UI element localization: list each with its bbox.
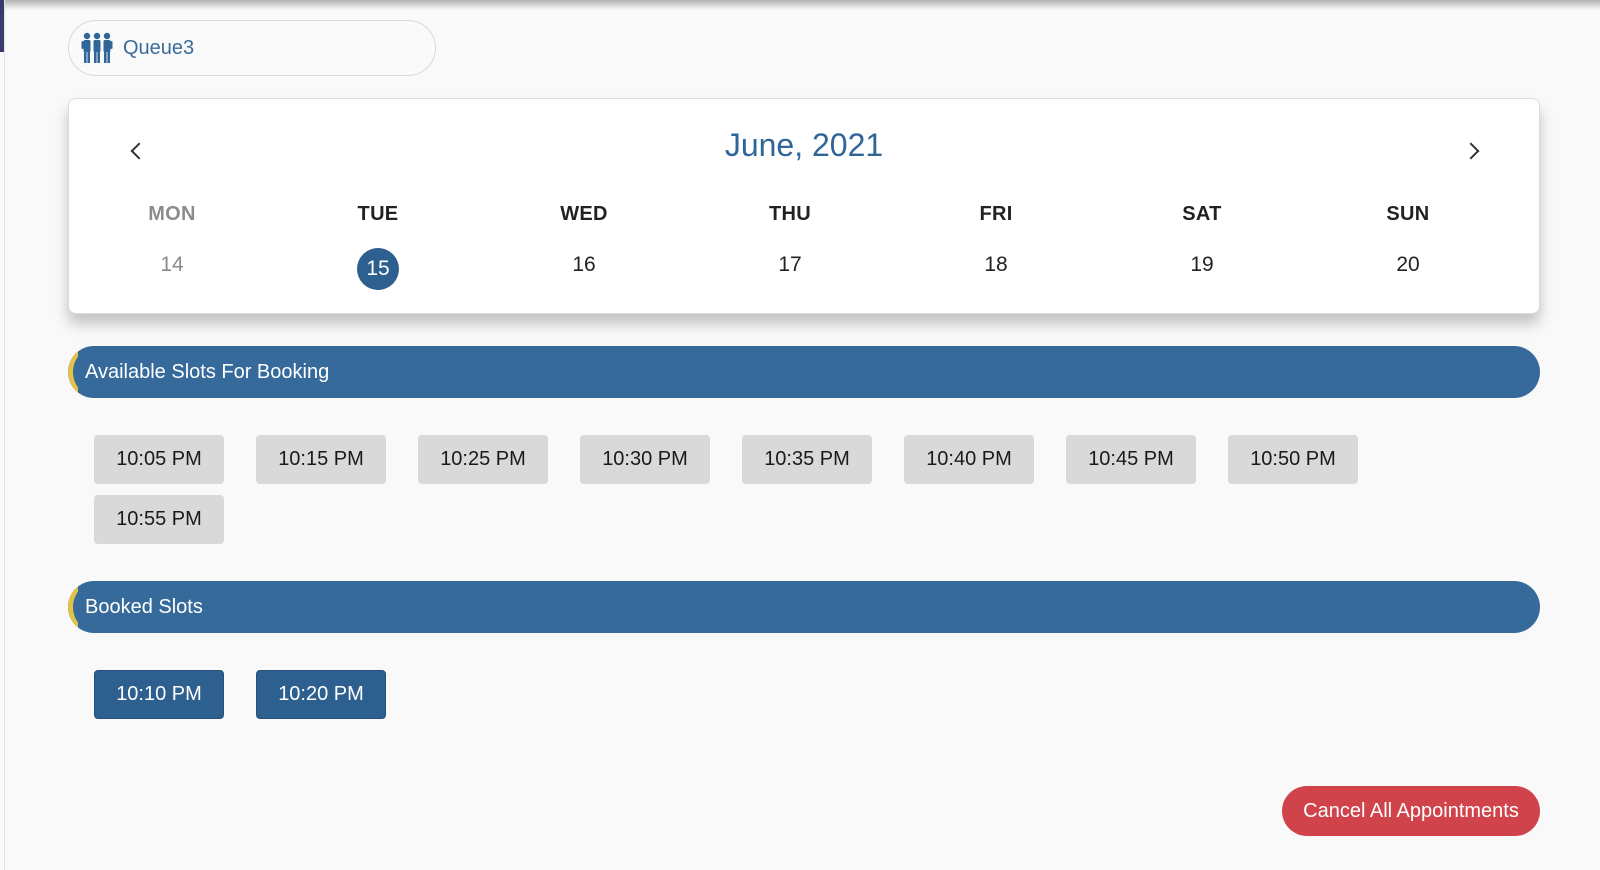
people-group-icon [81,31,113,65]
day-name: SAT [1182,203,1222,225]
slot-available[interactable]: 10:25 PM [418,435,548,484]
day-name: FRI [979,203,1013,225]
available-slots-header: Available Slots For Booking [68,346,1540,398]
day-date-selected: 15 [318,244,438,290]
slot-available[interactable]: 10:35 PM [742,435,872,484]
day-fri[interactable]: FRI 18 [936,203,1056,286]
day-name: THU [768,203,811,225]
selected-date-badge: 15 [357,248,399,290]
slot-available[interactable]: 10:50 PM [1228,435,1358,484]
calendar-month-title: June, 2021 [724,127,884,163]
slot-available[interactable]: 10:40 PM [904,435,1034,484]
slot-available[interactable]: 10:55 PM [94,495,224,544]
week-calendar: June, 2021 MON 14 TUE 15 WED 16 THU 17 F… [68,98,1540,314]
top-shadow [0,0,1600,10]
slot-available[interactable]: 10:15 PM [256,435,386,484]
day-wed[interactable]: WED 16 [524,203,644,286]
day-date: 14 [160,253,184,276]
section-title: Available Slots For Booking [85,361,330,383]
next-week-button[interactable] [1457,135,1489,167]
day-name: TUE [357,203,399,225]
day-sun[interactable]: SUN 20 [1348,203,1468,286]
chevron-right-icon [1462,142,1480,160]
section-title: Booked Slots [85,596,203,618]
left-edge [0,0,5,870]
queue-label: Queue3 [123,36,195,59]
cancel-all-appointments-button[interactable]: Cancel All Appointments [1282,786,1540,836]
day-thu[interactable]: THU 17 [730,203,850,286]
day-date: 16 [572,253,596,276]
queue-selector[interactable]: Queue3 [68,20,436,76]
slot-booked[interactable]: 10:10 PM [94,670,224,719]
booked-slots-header: Booked Slots [68,581,1540,633]
slot-available[interactable]: 10:05 PM [94,435,224,484]
day-name: WED [560,203,608,225]
slot-available[interactable]: 10:30 PM [580,435,710,484]
day-name: SUN [1386,203,1430,225]
day-date: 19 [1190,253,1214,276]
slot-booked[interactable]: 10:20 PM [256,670,386,719]
slot-available[interactable]: 10:45 PM [1066,435,1196,484]
day-date: 17 [778,253,802,276]
day-sat[interactable]: SAT 19 [1142,203,1262,286]
day-mon[interactable]: MON 14 [112,203,232,286]
day-name: MON [148,203,196,225]
day-date: 20 [1396,253,1420,276]
day-date: 18 [984,253,1008,276]
left-edge-accent [0,0,4,52]
day-tue[interactable]: TUE 15 [318,203,438,290]
